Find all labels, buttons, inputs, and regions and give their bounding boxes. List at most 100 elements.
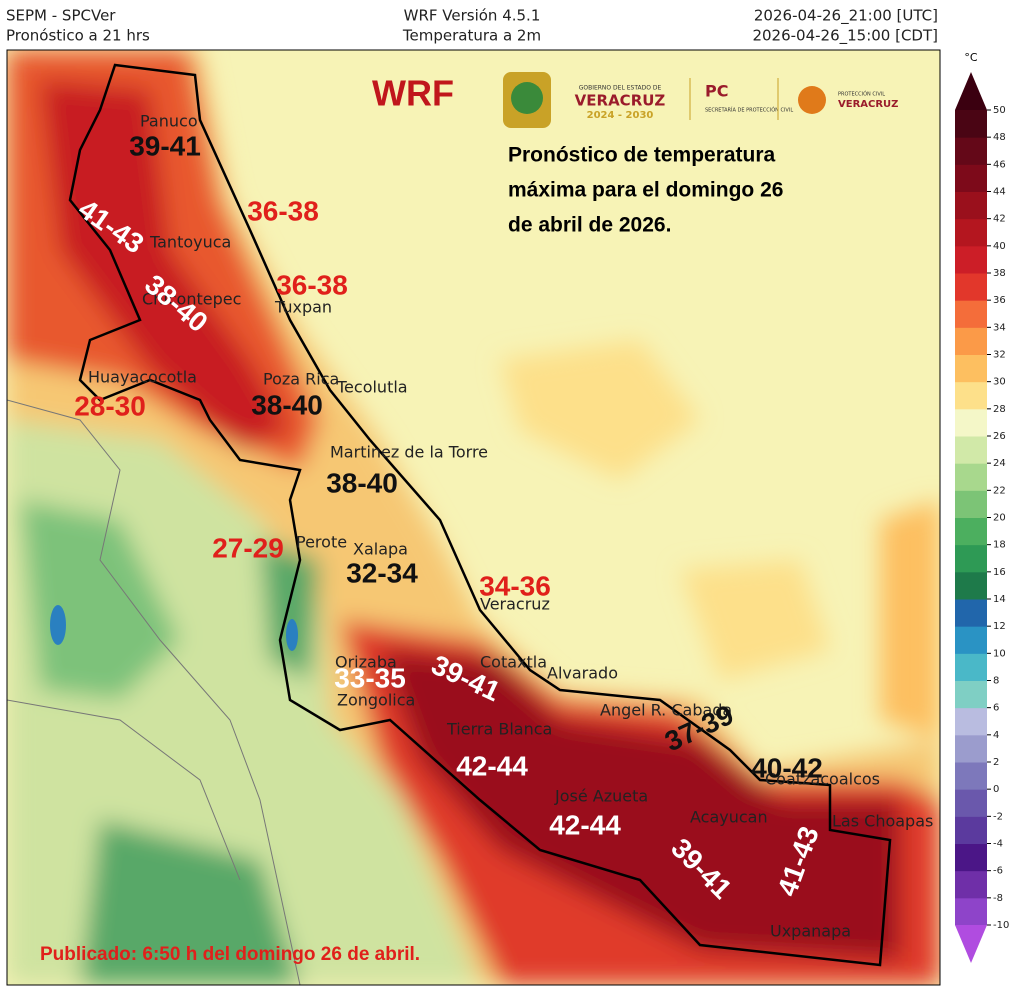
place-label: Huayacocotla xyxy=(88,368,197,387)
place-label: Zongolica xyxy=(337,691,415,710)
range-label: 32-34 xyxy=(346,557,418,588)
colorbar-segment xyxy=(955,734,987,763)
colorbar-tick-label: 44 xyxy=(993,187,1006,198)
colorbar-segment xyxy=(955,164,987,192)
map: GOBIERNO DEL ESTADO DE VERACRUZ 2024 - 2… xyxy=(7,50,940,985)
logo-text: SECRETARÍA DE PROTECCIÓN CIVIL xyxy=(705,107,793,114)
place-labels: Panuco Tantoyuca Chicontepec Tuxpan Huayacoc… xyxy=(88,112,933,941)
place-label: Xalapa xyxy=(353,540,408,559)
colorbar-tick-label: 28 xyxy=(993,404,1006,415)
colorbar-tick-label: 38 xyxy=(993,268,1006,279)
place-label: Angel R. Cabada xyxy=(600,701,732,720)
colorbar-tick-label: 0 xyxy=(993,784,999,795)
description: Pronóstico de temperatura xyxy=(508,144,776,167)
colorbar-segment xyxy=(955,680,987,709)
logo-text: PROTECCIÓN CIVIL xyxy=(838,91,885,98)
colorbar-tick-label: 40 xyxy=(993,241,1006,252)
description: de abril de 2026. xyxy=(508,214,671,237)
header-center: Temperatura a 2m xyxy=(402,27,541,45)
colorbar-tick-label: -8 xyxy=(993,893,1003,904)
range-label: 28-30 xyxy=(74,390,146,421)
colorbar-tick-label: 18 xyxy=(993,540,1006,551)
range-label: 40-42 xyxy=(751,752,823,783)
colorbar-tick-label: 30 xyxy=(993,377,1006,388)
place-label: Panuco xyxy=(140,112,198,131)
colorbar-tick-label: -4 xyxy=(993,839,1003,850)
place-label: Uxpanapa xyxy=(770,922,851,941)
colorbar-tick-label: 4 xyxy=(993,730,999,741)
colorbar-segment xyxy=(955,843,987,872)
place-label: Tantoyuca xyxy=(149,233,231,252)
place-label: Veracruz xyxy=(480,595,550,614)
colorbar-tick-label: -10 xyxy=(993,920,1009,931)
colorbar-segment xyxy=(955,870,987,899)
place-label: Perote xyxy=(296,533,347,552)
colorbar-tick-label: 14 xyxy=(993,594,1006,605)
colorbar-segment xyxy=(955,463,987,491)
header-center: WRF Versión 4.5.1 xyxy=(404,7,541,25)
range-label: 38-40 xyxy=(251,389,323,420)
place-label: Chicontepec xyxy=(142,290,241,309)
published-note: Publicado: 6:50 h del domingo 26 de abri… xyxy=(40,944,420,965)
range-label: 42-44 xyxy=(549,809,621,840)
place-label: Coatzacoalcos xyxy=(765,770,880,789)
colorbar-segment xyxy=(955,354,987,383)
colorbar-segment xyxy=(955,816,987,844)
range-label: 42-44 xyxy=(456,750,528,781)
colorbar-segment xyxy=(955,653,987,681)
colorbar-segment xyxy=(955,245,987,274)
colorbar-segment xyxy=(955,599,987,627)
colorbar-segment xyxy=(955,762,987,790)
place-label: Tierra Blanca xyxy=(446,720,552,739)
colorbar-extend xyxy=(955,72,987,110)
colorbar-segment xyxy=(955,137,987,165)
logo-text: 2024 - 2030 xyxy=(587,110,654,121)
colorbar-tick-label: 8 xyxy=(993,676,999,687)
place-label: Las Choapas xyxy=(832,812,933,831)
colorbar-segment xyxy=(955,381,987,410)
colorbar-segment xyxy=(955,300,987,328)
colorbar-segment xyxy=(955,897,987,926)
colorbar-tick-label: 50 xyxy=(993,105,1006,116)
colorbar-tick-label: 48 xyxy=(993,132,1006,143)
place-label: José Azueta xyxy=(554,787,648,806)
colorbar-tick-label: 16 xyxy=(993,567,1006,578)
logo-text: PC xyxy=(705,82,728,101)
colorbar-segment xyxy=(955,517,987,546)
description: máxima para el domingo 26 xyxy=(508,179,783,202)
colorbar-segment xyxy=(955,273,987,301)
colorbar-segment xyxy=(955,191,987,220)
place-label: Tecolutla xyxy=(336,378,408,397)
map-title: WRF xyxy=(372,73,454,114)
colorbar-segment xyxy=(955,571,987,600)
colorbar-segment xyxy=(955,436,987,464)
colorbar-tick-label: 32 xyxy=(993,350,1006,361)
colorbar-tick-label: 36 xyxy=(993,295,1006,306)
colorbar-tick-label: 12 xyxy=(993,621,1006,632)
range-label: 36-38 xyxy=(276,269,348,300)
colorbar: -10-8-6-4-202468101214161820222426283032… xyxy=(955,72,1009,963)
logo-text: VERACRUZ xyxy=(838,99,898,110)
header-left: Pronóstico a 21 hrs xyxy=(6,27,150,45)
header-left: SEPM - SPCVer xyxy=(6,7,116,25)
colorbar-extend xyxy=(955,925,987,963)
logos: GOBIERNO DEL ESTADO DE VERACRUZ 2024 - 2… xyxy=(503,72,898,128)
place-label: Poza Rica xyxy=(263,370,339,389)
colorbar-tick-label: 2 xyxy=(993,757,999,768)
colorbar-segment xyxy=(955,110,987,138)
colorbar-tick-label: 34 xyxy=(993,322,1006,333)
place-label: Cotaxtla xyxy=(480,653,547,672)
range-label: 39-41 xyxy=(129,130,201,161)
range-label: 33-35 xyxy=(334,662,406,693)
place-label: Alvarado xyxy=(547,664,618,683)
colorbar-tick-label: -2 xyxy=(993,811,1003,822)
header-right: 2026-04-26_21:00 [UTC] xyxy=(754,7,938,26)
logo-text: VERACRUZ xyxy=(575,92,666,110)
colorbar-tick-label: 46 xyxy=(993,159,1006,170)
place-label: Tuxpan xyxy=(274,298,332,317)
header: SEPM - SPCVer Pronóstico a 21 hrs WRF Ve… xyxy=(6,7,938,46)
colorbar-tick-label: -6 xyxy=(993,866,1003,877)
colorbar-tick-label: 6 xyxy=(993,703,999,714)
colorbar-tick-label: 22 xyxy=(993,485,1006,496)
